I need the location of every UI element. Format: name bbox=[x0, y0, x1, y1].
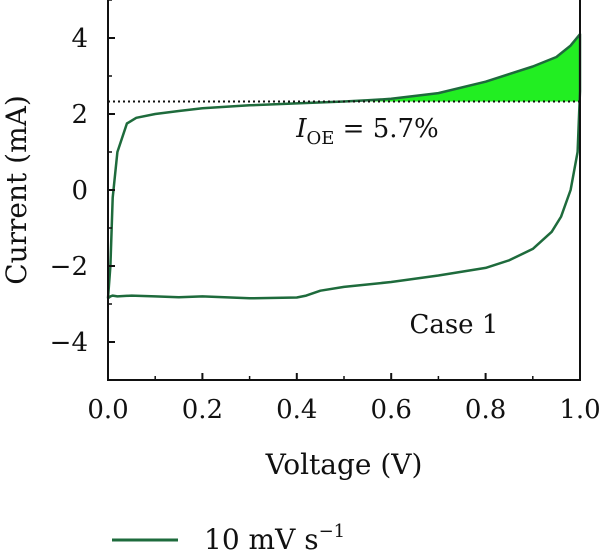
legend: 10 mV s−1 bbox=[112, 521, 345, 552]
x-tick-label: 0.4 bbox=[276, 395, 317, 425]
overpotential-fill-area bbox=[344, 34, 580, 102]
legend-label: 10 mV s−1 bbox=[204, 521, 345, 552]
legend-label-main: 10 mV s bbox=[204, 523, 319, 552]
y-tick-label: −2 bbox=[50, 252, 88, 282]
y-tick-label: 4 bbox=[71, 24, 88, 54]
ioe-annotation-sub: OE bbox=[306, 128, 334, 149]
ioe-annotation: IOE = 5.7% bbox=[295, 114, 439, 149]
cv-curve bbox=[106, 32, 582, 300]
y-axis-title: Current (mA) bbox=[0, 95, 33, 285]
legend-label-sup: −1 bbox=[319, 521, 346, 542]
x-tick-label: 0.0 bbox=[87, 395, 128, 425]
ioe-annotation-rest: = 5.7% bbox=[334, 114, 438, 144]
case-annotation: Case 1 bbox=[409, 310, 498, 340]
plot-frame bbox=[107, 0, 581, 381]
x-axis-title: Voltage (V) bbox=[265, 448, 423, 481]
x-tick-label: 0.2 bbox=[182, 395, 223, 425]
x-tick-label: 1.0 bbox=[559, 395, 600, 425]
ioe-annotation-main: I bbox=[295, 114, 307, 144]
x-tick-label: 0.6 bbox=[371, 395, 412, 425]
ticks-layer: 0.0 0.2 0.4 0.6 0.8 1.0 −4 −2 0 2 4 bbox=[50, 0, 600, 425]
y-tick-label: 0 bbox=[71, 176, 88, 206]
y-tick-label: −4 bbox=[50, 328, 88, 358]
curve-layer bbox=[106, 32, 582, 300]
y-tick-label: 2 bbox=[71, 100, 88, 130]
x-tick-label: 0.8 bbox=[465, 395, 506, 425]
overpotential-fill-layer bbox=[344, 34, 580, 102]
